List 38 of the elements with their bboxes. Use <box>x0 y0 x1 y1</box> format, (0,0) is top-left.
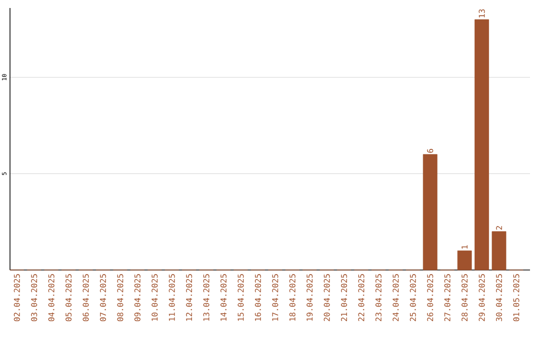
x-tick-label: 30.04.2025 <box>496 274 502 322</box>
x-tick-label: 02.04.2025 <box>14 274 20 322</box>
x-tick-label: 26.04.2025 <box>427 274 434 322</box>
data-label: 1 <box>462 245 468 249</box>
bar <box>492 231 506 270</box>
data-label: 2 <box>496 226 502 230</box>
x-tick-label: 01.05.2025 <box>513 274 520 322</box>
x-tick-label: 24.04.2025 <box>392 274 399 322</box>
x-tick-label: 04.04.2025 <box>48 274 54 322</box>
x-tick-label: 14.04.2025 <box>220 274 227 321</box>
x-tick-label: 12.04.2025 <box>186 274 192 321</box>
x-tick-label: 07.04.2025 <box>100 274 106 322</box>
x-tick-label: 23.04.2025 <box>375 274 382 322</box>
x-tick-label: 25.04.2025 <box>410 274 416 322</box>
x-tick-label: 08.04.2025 <box>117 274 124 322</box>
x-tick-label: 10.04.2025 <box>152 274 158 321</box>
x-tick-label: 28.04.2025 <box>462 274 468 322</box>
x-tick-label: 09.04.2025 <box>134 274 140 322</box>
x-tick-label: 15.04.2025 <box>238 274 244 321</box>
x-tick-label: 21.04.2025 <box>341 274 348 322</box>
x-tick-label: 20.04.2025 <box>324 274 330 322</box>
bar <box>457 250 472 270</box>
x-tick-label: 17.04.2025 <box>272 274 278 321</box>
x-tick-label: 19.04.2025 <box>306 274 313 321</box>
x-tick-label: 05.04.2025 <box>66 274 72 322</box>
bar <box>474 19 489 270</box>
x-tick-label: 06.04.2025 <box>82 274 89 322</box>
data-label: 6 <box>427 148 434 153</box>
x-tick-label: 22.04.2025 <box>358 274 364 322</box>
x-tick-label: 16.04.2025 <box>254 274 261 321</box>
x-tick-label: 29.04.2025 <box>478 274 485 322</box>
x-tick-label: 18.04.2025 <box>289 274 296 321</box>
bar <box>422 154 438 270</box>
data-label: 13 <box>478 9 485 18</box>
x-tick-label: 03.04.2025 <box>31 274 38 322</box>
x-tick-label: 13.04.2025 <box>203 274 210 321</box>
x-tick-label: 27.04.2025 <box>444 274 450 322</box>
x-tick-label: 11.04.2025 <box>168 274 175 321</box>
